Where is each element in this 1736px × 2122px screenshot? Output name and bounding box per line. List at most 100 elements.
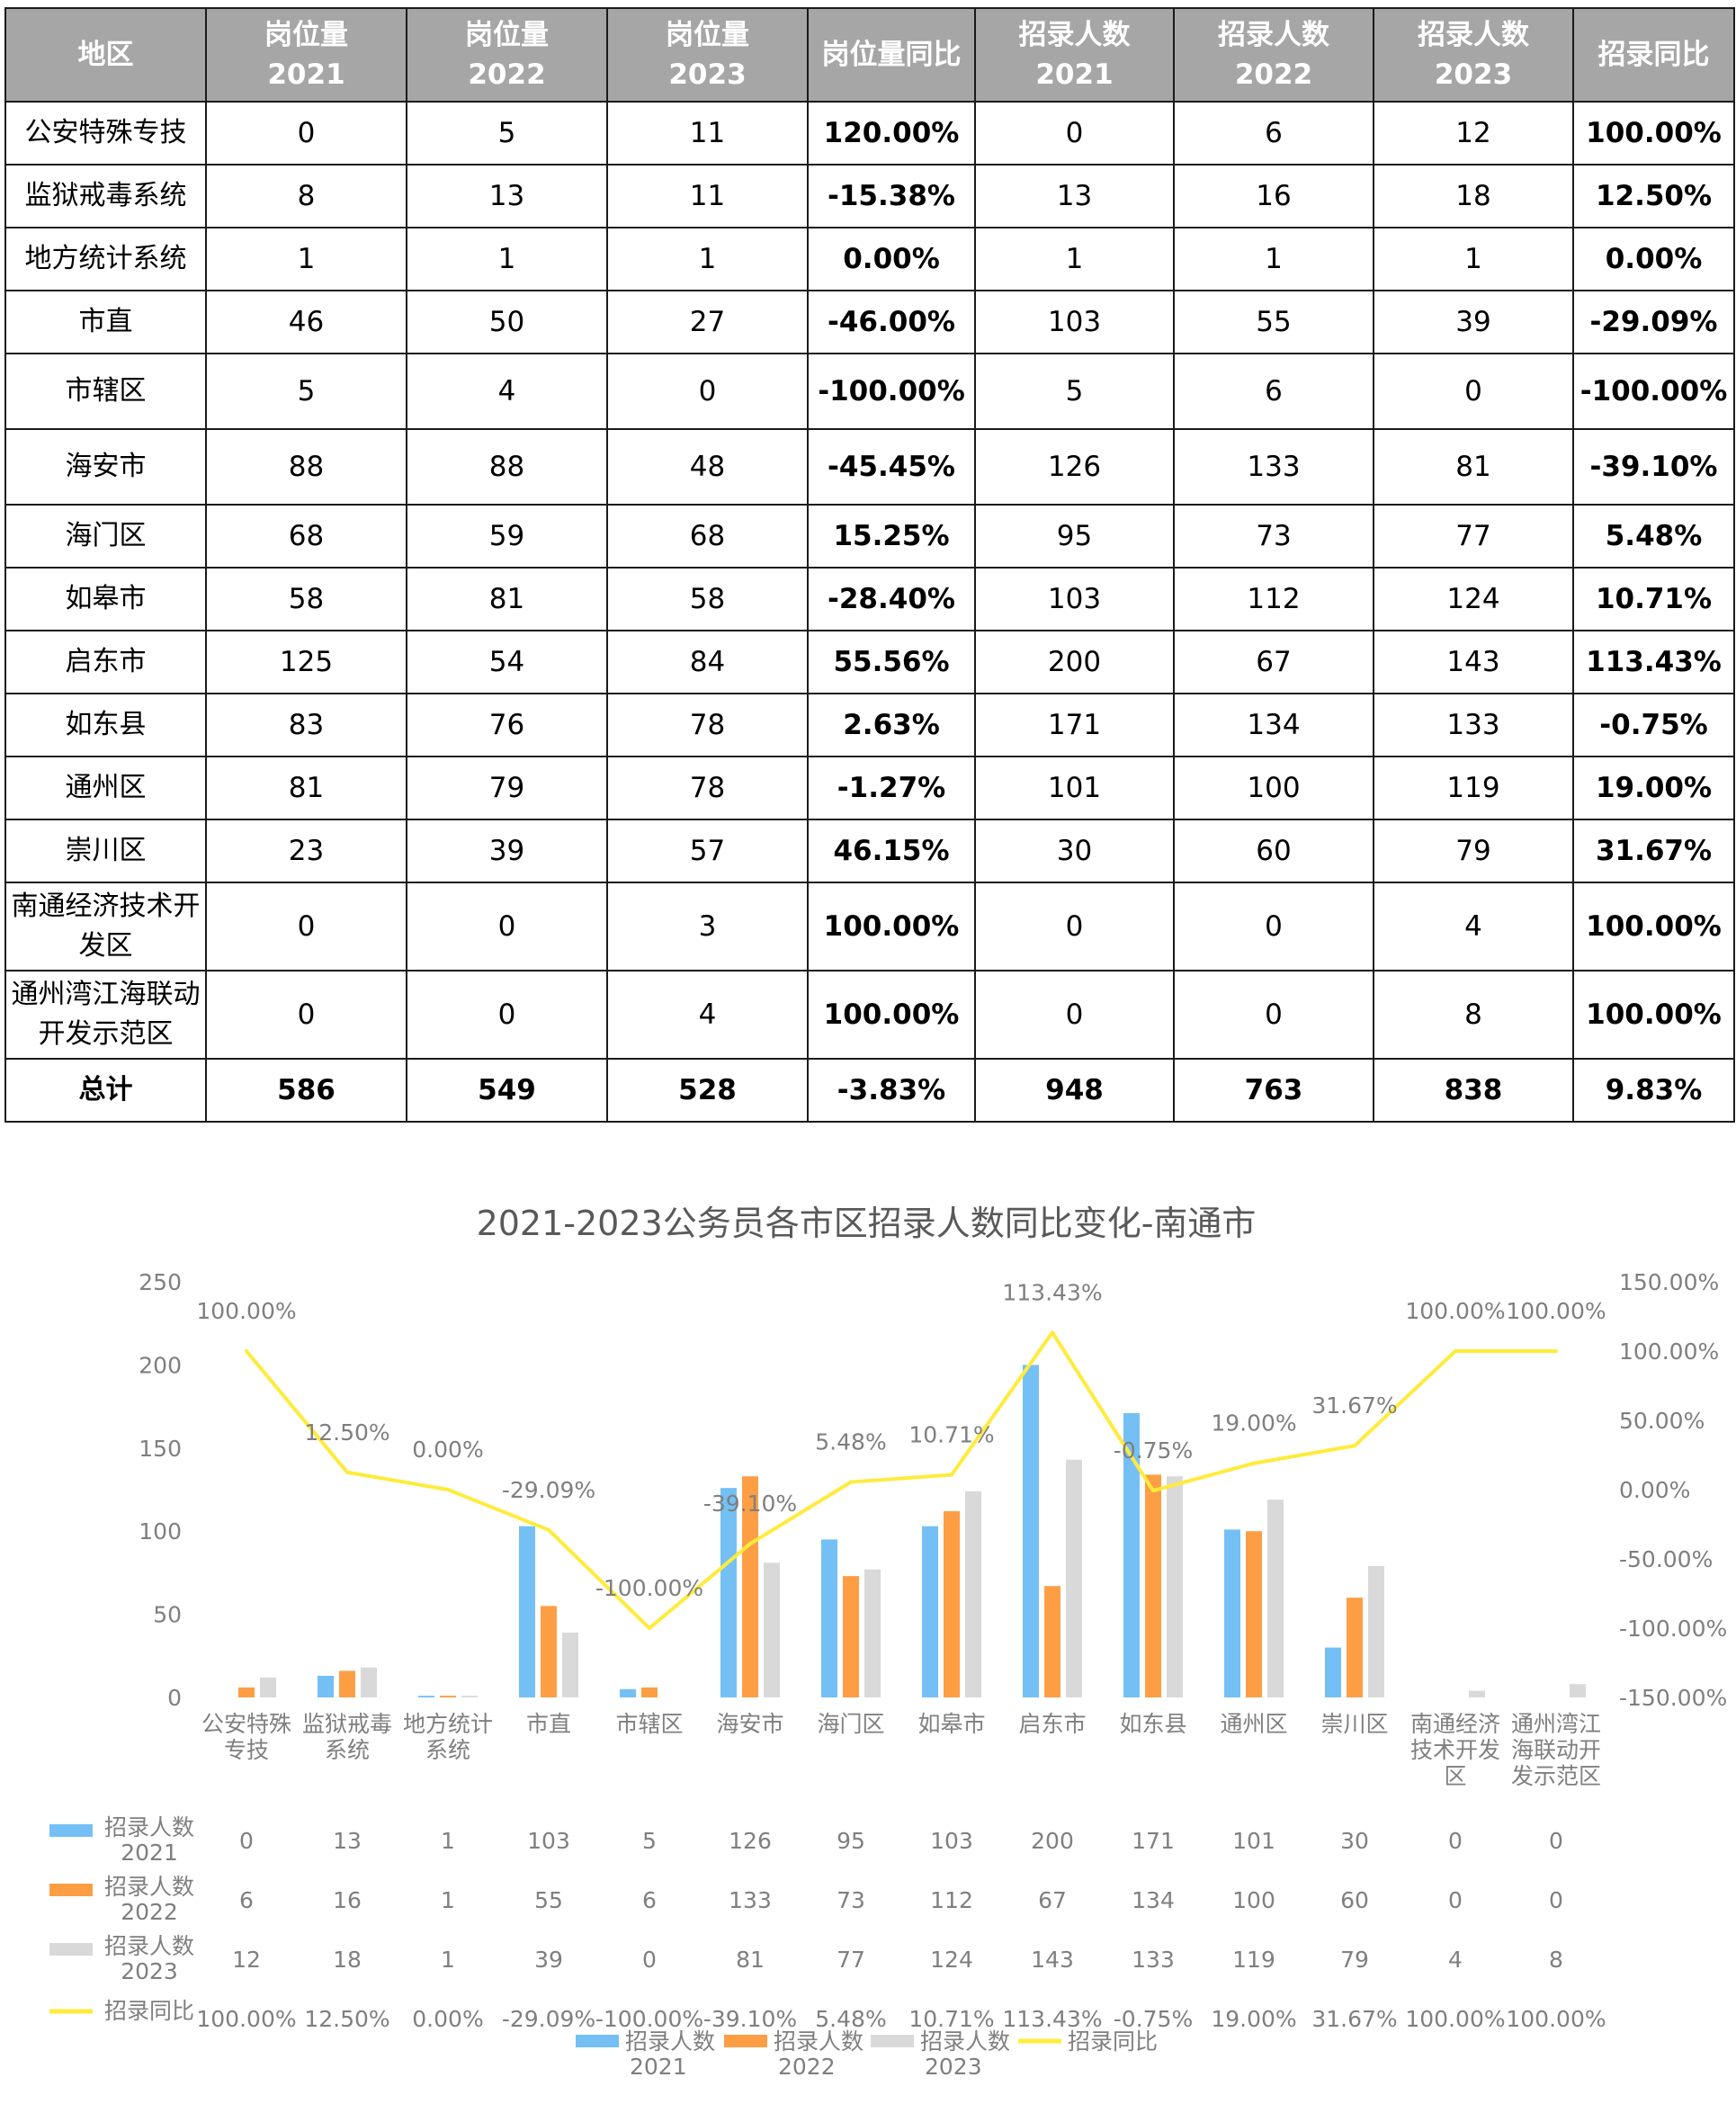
posts-2022-cell: 76 [406,693,608,757]
posts-2022-cell: 0 [406,970,608,1060]
data-table-cell: 126 [729,1828,772,1854]
data-table-cell: 12 [232,1947,261,1973]
bar [1347,1598,1363,1697]
table-total-row: 总计 586 549 528 -3.83% 948 763 838 9.83% [4,1058,1735,1123]
column-header-year: 2023 [668,58,747,91]
bar [1570,1684,1586,1697]
hires-2022-cell: 112 [1173,567,1374,631]
y-right-tick-label: -150.00% [1619,1685,1727,1711]
hires-yoy-cell: 100.00% [1572,970,1735,1060]
region-cell: 通州湾江海联动开发示范区 [4,970,207,1060]
data-table-cell: 100 [1232,1887,1275,1913]
data-table-cell: 12.50% [304,2006,389,2032]
category-label-line: 通州区 [1220,1711,1287,1737]
posts-2021-cell: 125 [205,630,407,694]
data-table-cell: 60 [1340,1887,1369,1913]
data-table-series-name: 招录人数 2022 [104,1874,194,1925]
data-table-cell: 55 [534,1887,563,1913]
data-table-cell: 0 [239,1828,254,1854]
bar [922,1526,938,1697]
column-header-line: 岗位量同比 [821,39,962,71]
column-header-line: 招录同比 [1597,39,1710,71]
data-table-cell: 18 [333,1947,362,1973]
legend-swatch [871,2035,914,2047]
yoy-data-label: 100.00% [1405,1298,1505,1324]
posts-yoy-cell: 2.63% [807,693,976,757]
data-table-cell: 0.00% [412,2006,483,2032]
bar [418,1696,434,1697]
hires-2023-cell: 143 [1373,630,1574,694]
data-table-cell: 95 [837,1828,865,1854]
hires-2022-cell: 133 [1173,428,1374,506]
posts-2022-cell: 0 [406,882,608,971]
region-cell: 如皋市 [4,567,207,631]
yoy-data-label: -39.10% [703,1491,797,1517]
posts-2021-cell: 81 [205,756,407,820]
category-label-line: 通州湾江 [1511,1711,1601,1737]
category-label: 海安市 [716,1711,783,1737]
bar [1224,1529,1240,1697]
yoy-point [245,1349,248,1353]
table-row: 海安市 88 88 48 -45.45% 126 133 81 -39.10% [4,428,1735,506]
column-header-year: 2022 [1234,58,1313,91]
bar [1145,1474,1161,1697]
posts-yoy-cell: 0.00% [807,227,976,291]
region-cell: 市直 [4,290,207,354]
table-row: 如皋市 58 81 58 -28.40% 103 112 124 10.71% [4,567,1735,631]
y-right-tick-label: -50.00% [1619,1546,1713,1572]
posts-2021-cell: 0 [205,882,407,971]
data-table-cell: 1 [441,1887,455,1913]
hires-2022-cell: 73 [1173,504,1374,569]
posts-2022-cell: 81 [406,567,608,631]
region-cell: 海门区 [4,504,207,569]
posts-2023-cell: 3 [606,882,809,971]
posts-2021-cell: 0 [205,970,407,1060]
bar [620,1688,636,1697]
data-table-cell: 4 [1448,1947,1463,1973]
hires-yoy-cell: -100.00% [1572,353,1735,430]
category-label: 如东县 [1119,1711,1186,1737]
category-label: 地方统计系统 [403,1711,493,1763]
data-table-cell: 0 [1549,1828,1563,1854]
recruitment-chart: 2021-2023公务员各市区招录人数同比变化-南通市 0 50 100 150 200… [0,1169,1736,2105]
hires-2022-cell: 67 [1173,630,1374,694]
data-table-cell: 124 [930,1947,973,1973]
y-right-tick-label: 0.00% [1619,1477,1690,1503]
data-table-cell: -29.09% [502,2006,595,2032]
category-label: 市辖区 [615,1711,683,1737]
bar [519,1526,535,1697]
category-label-line: 市直 [526,1711,571,1737]
yoy-data-label: 100.00% [1506,1298,1606,1324]
y-right-tick-label: -100.00% [1619,1616,1727,1642]
hires-yoy-cell: 5.48% [1572,504,1735,569]
posts-yoy-cell: 100.00% [807,882,976,971]
bar [1469,1690,1485,1697]
bar [821,1539,837,1697]
data-table-cell: 134 [1132,1887,1175,1913]
posts-2021-cell: 58 [205,567,407,631]
column-header: 招录人数 2021 [974,7,1175,103]
posts-2021-cell: 46 [205,290,407,354]
yoy-point [1353,1444,1356,1448]
posts-2022-cell: 54 [406,630,608,694]
hires-yoy-cell: 113.43% [1572,630,1735,694]
posts-2021-cell: 5 [205,353,407,430]
chart-title: 2021-2023公务员各市区招录人数同比变化-南通市 [477,1204,1257,1243]
category-label-line: 海门区 [817,1711,884,1737]
chart-svg: 2021-2023公务员各市区招录人数同比变化-南通市 050100150200… [49,1204,1727,2080]
yoy-data-label: 100.00% [196,1298,296,1324]
legend-label-line: 招录人数 [774,2028,864,2055]
category-label-line: 发示范区 [1511,1763,1601,1789]
category-label-line: 海安市 [716,1711,783,1737]
hires-2022-cell: 763 [1173,1058,1374,1123]
hires-2022-cell: 6 [1173,101,1374,166]
region-cell: 通州区 [4,756,207,820]
posts-yoy-cell: 15.25% [807,504,976,569]
data-table-cell: -39.10% [703,2006,797,2032]
data-table-cell: 171 [1132,1828,1175,1854]
posts-yoy-cell: -1.27% [807,756,976,820]
legend-label-line: 2023 [925,2054,982,2080]
bar [864,1569,881,1697]
bar [1044,1586,1060,1697]
hires-2023-cell: 4 [1373,882,1574,971]
